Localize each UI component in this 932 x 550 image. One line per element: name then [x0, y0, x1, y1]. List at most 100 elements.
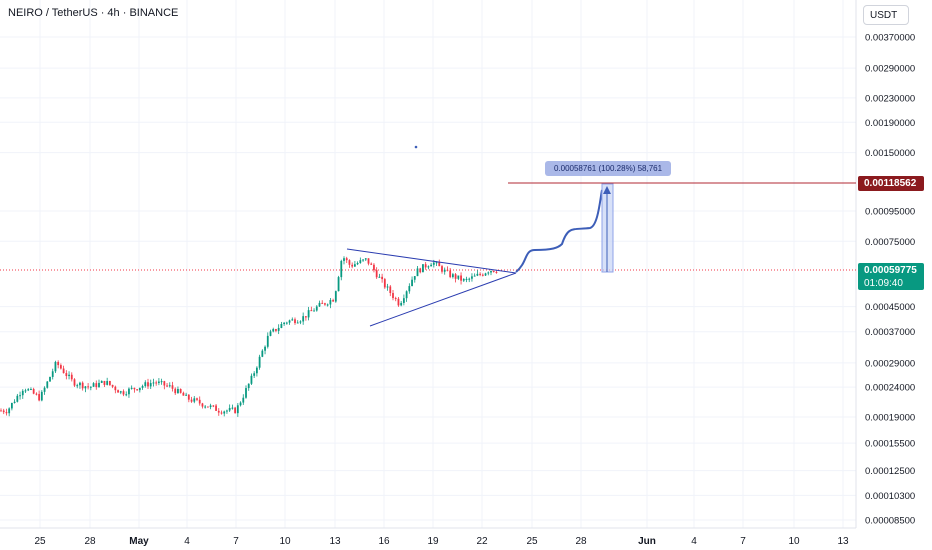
x-tick-label: 22 [476, 536, 488, 547]
candle-body [73, 379, 76, 386]
candle-body [114, 386, 117, 391]
candle-body [87, 386, 90, 388]
measure-arrow-head [603, 186, 611, 194]
candle-body [30, 389, 32, 391]
x-tick-label: 10 [279, 536, 291, 547]
candle-body [408, 286, 411, 292]
candle-body [266, 335, 269, 347]
candle-body [465, 278, 468, 280]
candle-body [198, 399, 201, 404]
candle-body [193, 398, 196, 402]
grid-lines [0, 0, 856, 528]
candle-body [397, 298, 400, 306]
candle-body [386, 286, 389, 288]
candle-body [348, 260, 351, 265]
price-axis: 0.00370000 0.00290000 0.00230000 0.00190000… [865, 33, 915, 527]
candle-body [236, 405, 239, 414]
candle-body [451, 274, 454, 278]
candle-body [337, 277, 340, 292]
candle-body [136, 389, 139, 391]
candle-body [430, 264, 433, 267]
y-tick-label: 0.00015500 [865, 439, 915, 450]
candle-body [100, 380, 103, 383]
candle-body [226, 410, 228, 412]
candle-body [329, 300, 332, 305]
candle-body [400, 302, 403, 306]
candle-body [155, 382, 158, 384]
candle-body [117, 390, 119, 393]
candle-body [283, 322, 286, 325]
candle-body [332, 300, 335, 302]
x-tick-label: 28 [84, 536, 96, 547]
x-tick-label: May [129, 536, 149, 547]
candle-body [310, 310, 313, 312]
candle-body [217, 410, 220, 413]
candle-body [454, 274, 457, 279]
candle-body [185, 394, 188, 396]
candle-body [147, 382, 149, 387]
candle-body [378, 276, 381, 278]
candle-body [389, 286, 392, 294]
candle-body [275, 329, 277, 331]
y-tick-label: 0.00230000 [865, 93, 915, 104]
candle-body [119, 391, 122, 393]
candle-body [419, 268, 422, 273]
candle-body [234, 407, 237, 414]
y-tick-label: 0.00008500 [865, 516, 915, 527]
candle-body [204, 406, 207, 408]
candle-body [231, 407, 234, 409]
symmetrical-triangle [346, 248, 517, 327]
candle-body [10, 402, 13, 409]
y-tick-label: 0.00010300 [865, 491, 915, 502]
candle-body [108, 381, 111, 385]
candle-body [187, 394, 190, 400]
bar-countdown: 01:09:40 [864, 278, 903, 289]
candle-body [152, 382, 155, 384]
candle-body [68, 374, 70, 377]
candle-body [484, 273, 487, 276]
y-tick-label: 0.00037000 [865, 327, 915, 338]
candle-body [179, 388, 182, 393]
measure-label: 0.00058761 (100.28%) 58,761 [545, 161, 671, 176]
candle-body [253, 373, 256, 376]
candle-body [106, 381, 109, 385]
candle-body [492, 270, 495, 272]
candle-body [424, 264, 427, 268]
candle-body [133, 387, 136, 390]
candle-body [468, 278, 471, 280]
candle-body [272, 329, 275, 332]
candle-body [13, 401, 16, 403]
candle-body [367, 258, 370, 264]
candle-body [288, 320, 291, 323]
candle-body [111, 384, 114, 387]
candle-body [95, 383, 98, 388]
candle-body [163, 381, 166, 386]
candle-body [479, 273, 482, 275]
candle-body [122, 391, 125, 395]
candle-body [460, 275, 462, 281]
candle-body [215, 405, 217, 411]
x-tick-label: 25 [34, 536, 46, 547]
candle-body [196, 398, 198, 400]
candle-body [19, 395, 21, 397]
candle-body [438, 262, 441, 267]
candle-body [443, 269, 446, 272]
y-tick-label: 0.00075000 [865, 237, 915, 248]
candle-body [138, 387, 141, 391]
x-tick-label: 25 [526, 536, 538, 547]
stray-dot [414, 145, 418, 149]
x-tick-label: 10 [788, 536, 800, 547]
candlesticks [0, 256, 498, 417]
candle-body [16, 395, 19, 402]
candle-body [79, 382, 81, 386]
time-axis: 25 28 May 4 7 10 13 16 19 22 25 28 Jun 4 7 10 13 [34, 536, 849, 547]
candle-body [370, 263, 373, 265]
currency-selector[interactable]: USDT [863, 5, 909, 25]
candle-body [345, 258, 348, 261]
candle-body [481, 274, 484, 276]
candle-body [364, 258, 367, 260]
candle-body [38, 394, 41, 401]
candle-body [264, 346, 266, 351]
candle-body [160, 381, 163, 383]
